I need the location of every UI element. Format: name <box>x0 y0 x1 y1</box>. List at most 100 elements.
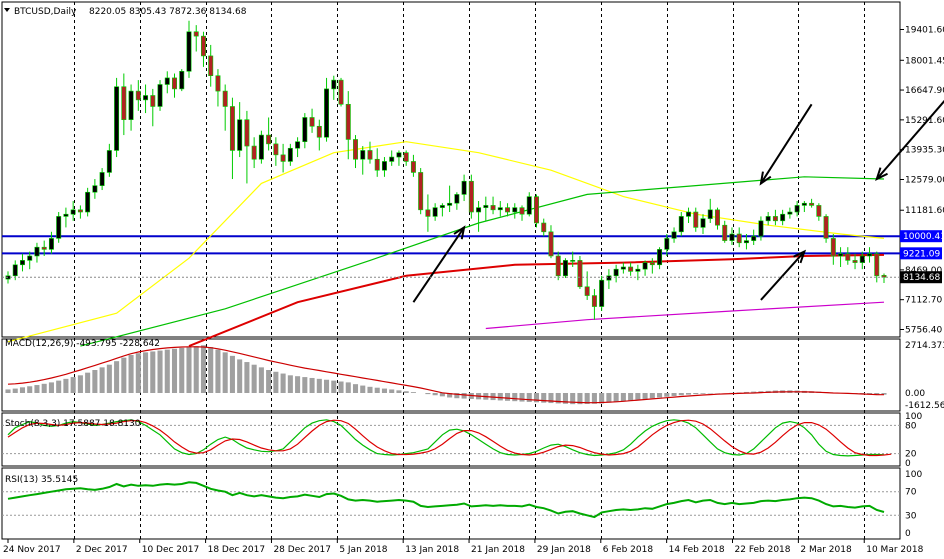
candle-body <box>591 295 597 307</box>
candle-body <box>99 172 105 186</box>
ohlc-values: 8220.05 8305.43 7872.36 8134.68 <box>89 7 247 17</box>
price-label-text: 9221.09 <box>903 249 940 259</box>
candle-body <box>258 134 264 160</box>
y-tick-label: 13935.30 <box>905 146 944 156</box>
candle-body <box>700 218 706 228</box>
y-tick-label: 18001.45 <box>905 56 944 66</box>
candle-body <box>642 262 648 270</box>
candle-body <box>302 117 308 142</box>
candle-body <box>418 172 424 211</box>
candle-body <box>309 117 315 127</box>
y-tick-label: 5756.40 <box>905 326 942 336</box>
candle-body <box>852 260 858 263</box>
stoch-tick-label: 100 <box>905 412 922 422</box>
rsi-label: RSI(13) 35.5145 <box>5 475 78 485</box>
candle-body <box>287 147 293 162</box>
candle-body <box>678 216 684 233</box>
candle-body <box>483 205 489 208</box>
x-tick-label: 10 Dec 2017 <box>142 545 200 555</box>
candle-body <box>845 253 851 261</box>
candle-body <box>729 233 735 241</box>
candle-body <box>599 279 605 307</box>
candle-body <box>34 246 40 257</box>
price-axis-ticks: 19401.60 18001.45 16647.90 15291.60 13935.30… <box>900 26 944 336</box>
candle-body <box>461 180 467 195</box>
x-tick-label: 5 Jan 2018 <box>339 545 387 555</box>
candle-body <box>63 213 69 217</box>
candle-body <box>664 238 670 250</box>
arrow-shaft <box>876 99 944 180</box>
candle-body <box>41 246 47 250</box>
candle-body <box>490 205 496 211</box>
macd-tick-label: -1612.561 <box>905 401 944 411</box>
candle-body <box>324 88 330 138</box>
candle-body <box>693 211 699 228</box>
price-level-labels: 10000.41 9221.09 8134.68 <box>2 230 944 284</box>
arrow-head <box>875 167 888 181</box>
candle-body <box>620 266 626 270</box>
x-tick-label: 21 Jan 2018 <box>471 545 525 555</box>
candle-body <box>193 31 199 37</box>
candle-body <box>635 268 641 272</box>
panel-frame-price <box>1 1 901 338</box>
candle-body <box>27 255 33 261</box>
candle-body <box>548 231 554 257</box>
candle-body <box>867 253 872 257</box>
annotation-arrows <box>412 99 944 303</box>
candle-body <box>164 77 170 85</box>
stoch-tick-label: 20 <box>905 450 917 460</box>
candle-body <box>628 266 634 272</box>
stochastic-label: Stoch(8,3,3) 17.5887 18.8130 <box>5 419 141 429</box>
symbol-label: BTCUSD,Daily <box>14 7 77 17</box>
candle-body <box>526 196 532 215</box>
candle-body <box>562 260 568 277</box>
candle-body <box>707 209 713 219</box>
candle-body <box>172 77 177 90</box>
price-label-text: 10000.41 <box>903 232 944 242</box>
candle-body <box>613 268 619 277</box>
macd-tick-label: 2714.373 <box>905 341 944 351</box>
candle-body <box>237 119 243 151</box>
candle-body <box>331 79 337 90</box>
candle-body <box>215 75 221 92</box>
macd-panel: 2714.373 0.00 -1612.561 <box>5 341 944 411</box>
y-tick-label: 12579.00 <box>905 176 944 186</box>
candle-body <box>743 240 749 244</box>
candle-body <box>389 156 395 162</box>
candle-body <box>48 238 54 250</box>
price-label-box <box>900 271 942 284</box>
candle-body <box>135 90 141 101</box>
y-tick-label: 15291.60 <box>905 116 944 126</box>
candle-body <box>439 205 445 208</box>
arrow-head <box>453 225 466 240</box>
x-tick-label: 14 Feb 2018 <box>669 545 725 555</box>
candle-body <box>229 106 235 151</box>
candle-body <box>12 264 18 277</box>
collapse-triangle-icon <box>4 8 10 12</box>
stoch-tick-label: 80 <box>905 421 917 431</box>
candle-body <box>410 161 416 173</box>
candle-body <box>280 154 286 162</box>
candle-body <box>497 207 503 211</box>
y-tick-label: 16647.90 <box>905 86 944 96</box>
candle-body <box>273 143 279 156</box>
candle-body <box>671 231 677 239</box>
candle-body <box>200 35 206 57</box>
x-tick-label: 10 Mar 2018 <box>866 545 923 555</box>
stoch-main-line <box>7 419 885 457</box>
candle-body <box>505 207 511 213</box>
arrow-head <box>759 171 772 186</box>
candle-body <box>345 103 351 140</box>
candle-body <box>70 209 76 215</box>
candle-body <box>512 207 518 213</box>
candle-body <box>447 202 453 206</box>
candle-body <box>403 152 409 162</box>
rsi-line <box>7 481 885 519</box>
candle-body <box>874 253 880 277</box>
rsi-panel: 100 70 30 0 <box>2 470 922 539</box>
candle-body <box>649 262 655 266</box>
candle-body <box>758 220 764 237</box>
candle-body <box>801 202 807 206</box>
candle-body <box>736 233 742 244</box>
